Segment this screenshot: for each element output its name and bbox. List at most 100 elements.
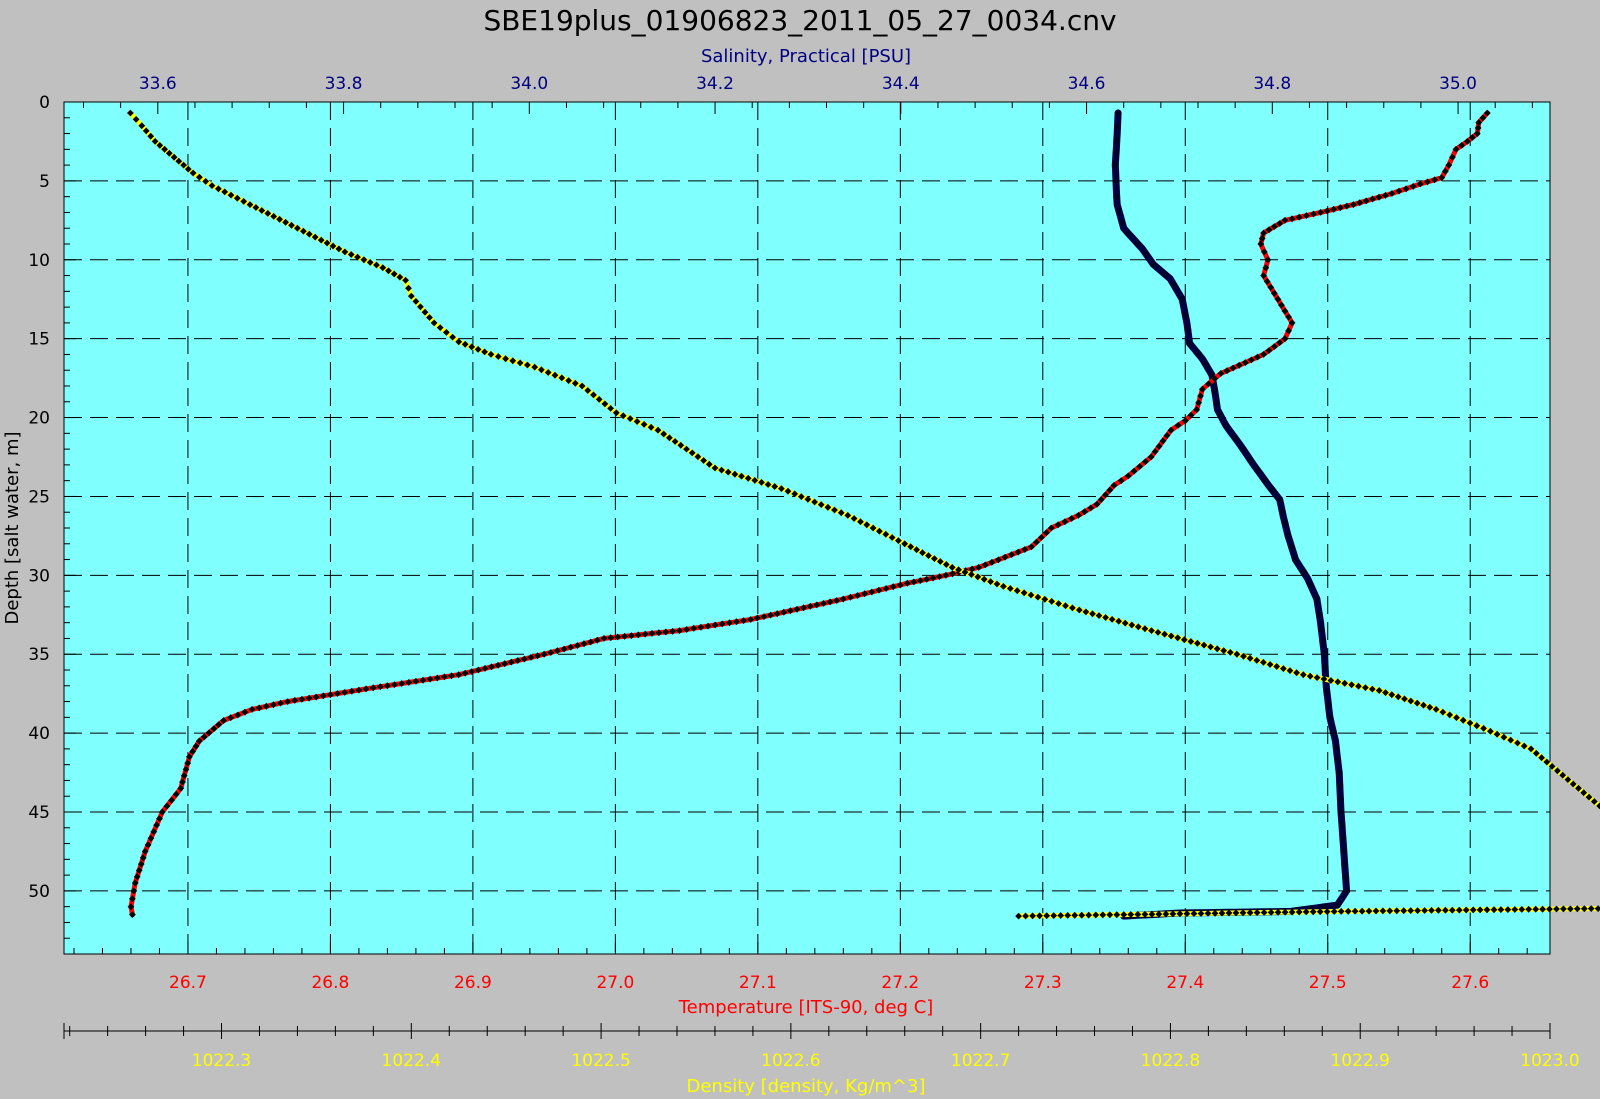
density-marker <box>1548 763 1556 770</box>
density-marker <box>1428 907 1435 914</box>
density-marker <box>1442 906 1449 914</box>
depth-tick-label: 35 <box>28 645 50 665</box>
temperature-marker <box>384 682 391 690</box>
density-marker <box>1351 907 1359 915</box>
temperature-marker <box>153 821 160 829</box>
temperature-marker <box>1167 426 1175 434</box>
salinity-marker <box>1186 340 1193 347</box>
density-marker <box>1473 722 1481 730</box>
temperature-marker <box>1479 114 1487 122</box>
temperature-marker <box>448 672 455 680</box>
density-marker <box>1183 910 1191 918</box>
density-marker <box>1082 608 1090 616</box>
density-marker <box>1553 905 1560 913</box>
density-marker <box>1027 591 1035 599</box>
temperature-tick-label: 27.3 <box>1024 973 1062 993</box>
salinity-marker <box>1111 161 1119 169</box>
density-marker <box>180 161 187 169</box>
density-marker <box>565 377 572 384</box>
density-marker <box>1204 910 1212 917</box>
temperature-marker <box>1431 176 1438 184</box>
density-marker <box>449 333 456 341</box>
temperature-marker <box>1241 359 1249 366</box>
temperature-marker <box>1441 168 1449 175</box>
salinity-marker <box>1320 650 1328 658</box>
temperature-marker <box>1038 534 1045 541</box>
temperature-marker <box>147 834 155 842</box>
temperature-marker <box>334 690 341 697</box>
density-marker <box>1108 616 1116 623</box>
density-marker <box>1493 730 1501 738</box>
chart-title: SBE19plus_01906823_2011_05_27_0034.cnv <box>483 4 1116 37</box>
salinity-marker <box>1337 795 1344 803</box>
temperature-marker <box>1147 453 1155 461</box>
temperature-marker <box>1473 130 1481 137</box>
density-marker <box>1225 909 1233 917</box>
density-marker <box>1580 905 1588 913</box>
salinity-tick-label: 35.0 <box>1439 74 1477 94</box>
density-marker <box>1527 745 1535 753</box>
density-marker <box>558 374 566 382</box>
temperature-marker <box>355 686 363 694</box>
salinity-marker <box>1112 149 1120 156</box>
temperature-marker <box>1424 178 1431 186</box>
temperature-marker <box>1130 467 1138 475</box>
temperature-marker <box>129 895 136 903</box>
temperature-marker <box>172 790 180 798</box>
temperature-marker <box>1288 319 1296 327</box>
density-marker <box>161 145 168 153</box>
temperature-marker <box>1110 482 1118 489</box>
density-marker <box>335 245 343 253</box>
density-marker <box>373 261 380 269</box>
salinity-marker <box>1316 611 1323 619</box>
density-marker <box>1432 706 1440 713</box>
density-marker <box>1092 911 1100 919</box>
salinity-marker <box>1340 848 1348 855</box>
density-marker <box>633 418 641 425</box>
density-marker <box>202 178 210 185</box>
temperature-marker <box>1093 500 1101 508</box>
temperature-marker <box>1254 353 1261 361</box>
salinity-marker <box>1288 544 1296 552</box>
salinity-marker <box>1213 400 1220 407</box>
temperature-marker <box>362 685 370 693</box>
temperature-marker <box>1285 313 1292 321</box>
salinity-marker <box>1194 350 1202 358</box>
temperature-marker <box>441 673 448 681</box>
density-marker <box>402 276 409 284</box>
salinity-marker <box>1211 387 1219 395</box>
density-marker <box>1099 911 1107 919</box>
density-marker <box>1260 909 1268 916</box>
salinity-marker <box>1115 207 1123 214</box>
density-marker <box>412 298 420 305</box>
salinity-marker <box>1202 361 1210 368</box>
temperature-marker <box>1075 512 1082 519</box>
temperature-marker <box>1087 504 1095 512</box>
density-marker <box>1127 911 1135 918</box>
temperature-marker <box>1265 226 1273 234</box>
density-marker <box>1113 911 1121 919</box>
density-axis-label: Density [density, Kg/m^3] <box>686 1076 925 1097</box>
density-marker <box>1358 907 1366 915</box>
density-marker <box>751 477 759 484</box>
series-layer <box>127 109 1600 920</box>
temperature-marker <box>1270 223 1278 230</box>
density-marker <box>1233 650 1241 658</box>
temperature-marker <box>419 676 427 684</box>
temperature-tick-label: 27.5 <box>1309 973 1347 993</box>
density-marker <box>233 194 241 202</box>
temperature-marker <box>1464 138 1471 145</box>
temperature-marker <box>1043 529 1050 537</box>
temperature-marker <box>1270 343 1278 350</box>
temperature-marker <box>1388 190 1396 197</box>
density-marker <box>175 157 183 165</box>
temperature-marker <box>1106 486 1114 494</box>
density-marker <box>1197 910 1205 917</box>
density-marker <box>1029 912 1036 920</box>
density-marker <box>329 242 337 250</box>
density-marker <box>132 116 140 123</box>
salinity-marker <box>1181 311 1189 319</box>
density-marker <box>1320 675 1328 683</box>
temperature-marker <box>1159 437 1167 445</box>
temperature-marker <box>461 669 469 677</box>
